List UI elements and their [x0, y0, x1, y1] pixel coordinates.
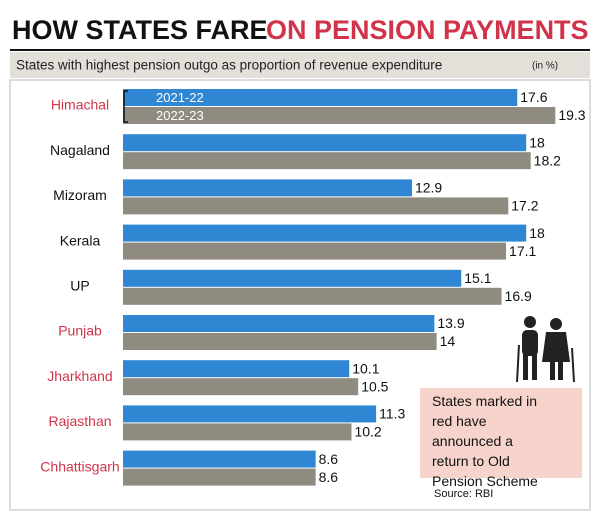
- category-label: Jharkhand: [47, 368, 112, 384]
- bar: [123, 378, 359, 396]
- subtitle-band: [10, 52, 590, 78]
- bar: [123, 423, 352, 441]
- value-label: 8.6: [319, 451, 339, 467]
- value-label: 12.9: [415, 180, 442, 196]
- chart-title: HOW STATES FARE: [12, 15, 268, 45]
- value-label: 17.6: [520, 89, 547, 105]
- value-label: 10.5: [361, 378, 388, 394]
- value-label: 18.2: [534, 152, 561, 168]
- bar: [123, 315, 435, 332]
- category-label: Punjab: [58, 323, 102, 339]
- bar: [123, 269, 462, 287]
- value-label: 16.9: [505, 288, 532, 304]
- category-label: Chhattisgarh: [40, 458, 119, 474]
- bar: [123, 287, 502, 305]
- value-label: 10.2: [354, 424, 381, 440]
- bar: [123, 134, 527, 152]
- value-label: 13.9: [437, 315, 464, 331]
- category-label: UP: [70, 278, 89, 294]
- subtitle: States with highest pension outgo as pro…: [16, 58, 442, 73]
- bar: [123, 179, 412, 197]
- value-label: 15.1: [464, 270, 491, 286]
- category-label: Mizoram: [53, 187, 107, 203]
- value-label: 17.2: [511, 198, 538, 214]
- legend-label: 2021-22: [156, 90, 204, 105]
- legend-bracket: [123, 90, 128, 123]
- category-label: Himachal: [51, 97, 109, 113]
- bar: [123, 468, 316, 486]
- bar: [123, 360, 350, 378]
- value-label: 18: [529, 225, 545, 241]
- bar: [123, 197, 509, 215]
- value-label: 14: [440, 333, 456, 349]
- value-label: 8.6: [319, 469, 339, 485]
- note-box: [420, 388, 582, 478]
- category-label: Kerala: [60, 232, 101, 248]
- bar: [123, 152, 531, 170]
- value-label: 10.1: [352, 360, 379, 376]
- bar: [123, 333, 437, 350]
- elderly-icon: [516, 316, 575, 383]
- bar: [123, 224, 527, 242]
- category-label: Nagaland: [50, 142, 110, 158]
- subtitle-unit: (in %): [532, 61, 558, 72]
- bar: [123, 242, 507, 260]
- value-label: 19.3: [558, 107, 585, 123]
- value-label: 17.1: [509, 243, 536, 259]
- note: States marked in red have announced a retur…: [432, 393, 538, 489]
- bar: [123, 89, 518, 106]
- chart-title-highlight: ON PENSION PAYMENTS: [266, 15, 589, 45]
- legend-label: 2022-23: [156, 108, 204, 123]
- chart-frame: [9, 79, 591, 511]
- bar: [123, 107, 556, 124]
- source: Source: RBI: [434, 488, 493, 500]
- category-label: Rajasthan: [48, 413, 111, 429]
- bar: [123, 405, 377, 423]
- value-label: 18: [529, 134, 545, 150]
- bar: [123, 450, 316, 468]
- value-label: 11.3: [379, 406, 405, 422]
